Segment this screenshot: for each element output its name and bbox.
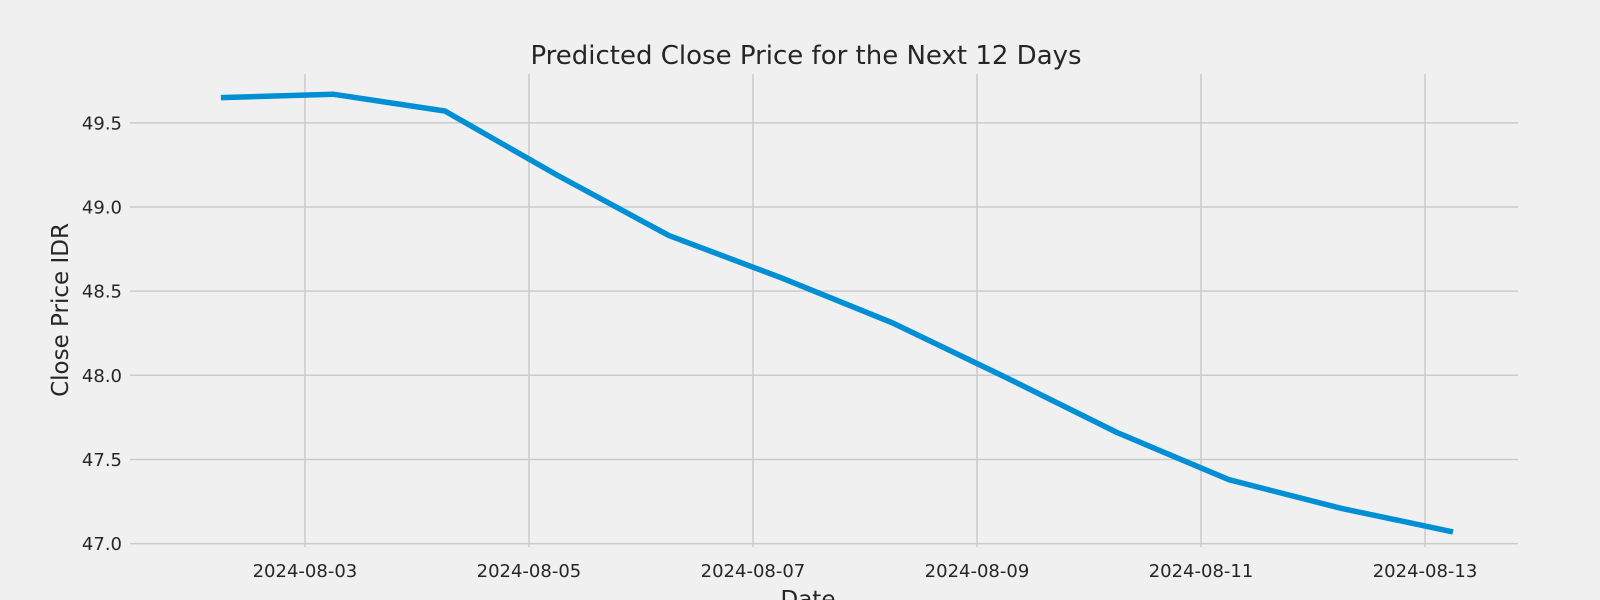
y-axis-label: Close Price IDR (48, 223, 74, 397)
x-tick-label: 2024-08-07 (701, 561, 806, 582)
x-tick-label: 2024-08-05 (477, 561, 582, 582)
x-tick-label: 2024-08-03 (253, 561, 358, 582)
y-tick-label: 47.5 (82, 450, 122, 471)
x-tick-label: 2024-08-13 (1373, 561, 1478, 582)
x-tick-label: 2024-08-11 (1149, 561, 1254, 582)
y-tick-label: 49.5 (82, 113, 122, 134)
chart-title: Predicted Close Price for the Next 12 Da… (530, 41, 1081, 71)
x-axis-label: Date (781, 587, 836, 600)
series-line (220, 91, 1454, 535)
y-tick-label: 47.0 (82, 534, 122, 555)
series-layer (220, 91, 1454, 535)
y-tick-label: 48.0 (82, 366, 122, 387)
y-tick-label: 48.5 (82, 282, 122, 303)
tick-labels: 47.0 47.5 48.0 48.5 49.0 49.5 2024-08-03 2024-0… (82, 113, 1477, 582)
y-tick-label: 49.0 (82, 197, 122, 218)
x-tick-label: 2024-08-09 (925, 561, 1030, 582)
